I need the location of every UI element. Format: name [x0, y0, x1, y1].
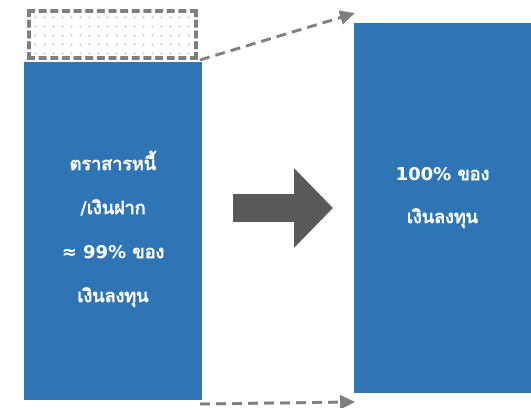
- right-arrow-icon: [233, 168, 333, 248]
- left-label-line-1: ตราสารหนี้: [69, 154, 157, 175]
- right-label-line-1: 100% ของ: [395, 164, 490, 185]
- right-bar-full-investment: 100% ของ เงินลงทุน: [354, 23, 531, 393]
- dotted-top-segment: [27, 9, 198, 60]
- left-bar-debt-deposit: ตราสารหนี้ /เงินฝาก ≈ 99% ของ เงินลงทุน: [24, 62, 202, 400]
- right-label-line-2: เงินลงทุน: [406, 207, 479, 228]
- left-bar-label: ตราสารหนี้ /เงินฝาก ≈ 99% ของ เงินลงทุน: [62, 143, 165, 319]
- right-bar-label: 100% ของ เงินลงทุน: [396, 153, 490, 239]
- left-label-line-2: /เงินฝาก: [80, 198, 146, 219]
- dashed-connector-bottom: [199, 394, 355, 408]
- left-label-line-3: ≈ 99% ของ: [61, 242, 165, 263]
- left-label-line-4: เงินลงทุน: [77, 286, 149, 307]
- dashed-connector-top: [199, 10, 355, 62]
